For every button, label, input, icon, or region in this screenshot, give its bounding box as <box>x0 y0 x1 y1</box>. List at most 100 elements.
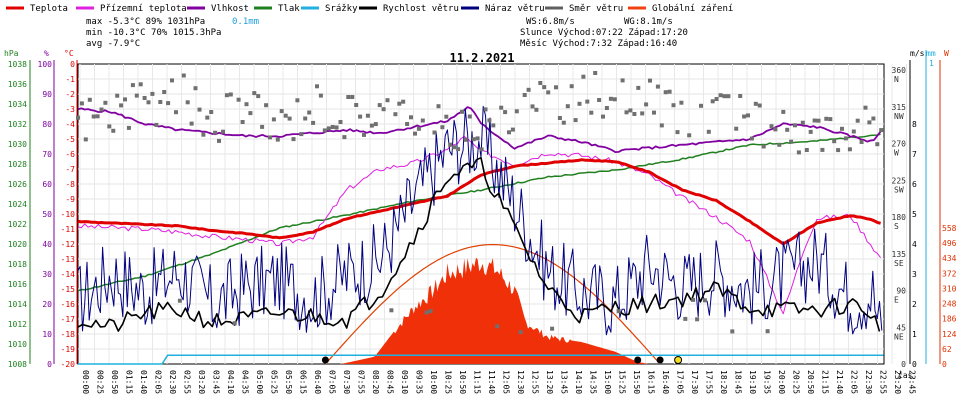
axis-temp-tick: -9 <box>65 195 75 204</box>
series-wind-direction-point <box>369 123 374 128</box>
series-wind-direction-point <box>318 93 323 98</box>
series-wind-direction-point <box>271 117 276 122</box>
series-wind-direction-point <box>185 100 190 105</box>
series-wind-direction-point <box>608 96 613 101</box>
series-wind-direction-point <box>260 124 265 129</box>
series-wind-direction-point <box>416 126 421 131</box>
series-wind-direction-point <box>573 118 578 123</box>
axis-pressure-tick: 1036 <box>8 80 27 89</box>
series-wind-direction-point <box>640 111 645 116</box>
series-wind-direction-point <box>581 74 586 79</box>
series-wind-direction-point <box>428 309 433 314</box>
axis-temp-tick: -11 <box>61 225 76 234</box>
series-wind-direction-point <box>236 97 241 102</box>
axis-direction-label: N <box>894 75 899 84</box>
series-wind-direction-point <box>569 84 574 89</box>
series-wind-direction-point <box>287 116 292 121</box>
series-wind-direction-point <box>463 137 468 142</box>
series-wind-direction-point <box>749 136 754 141</box>
series-wind-direction-point <box>867 120 872 125</box>
series-wind-direction-point <box>205 115 210 120</box>
x-tick-label: 13:20 <box>545 370 554 394</box>
axis-pressure-tick: 1026 <box>8 180 27 189</box>
series-wind-direction-point <box>420 118 425 123</box>
x-tick-label: 05:50 <box>284 370 293 394</box>
series-wind-direction-point <box>393 112 398 117</box>
x-tick-label: 00:25 <box>96 370 105 394</box>
axis-humidity-tick: 100 <box>38 60 53 69</box>
series-wind-direction-point <box>855 118 860 123</box>
series-wind-direction-point <box>350 95 355 99</box>
series-wind-direction-point <box>252 91 257 96</box>
series-wind-direction-point <box>702 298 707 303</box>
series-wind-direction-point <box>507 130 511 135</box>
legend-label: Náraz větru <box>485 4 545 14</box>
series-wind-direction-point <box>800 120 805 125</box>
series-wind-direction-point <box>460 109 464 114</box>
series-wind-direction-point <box>616 309 621 314</box>
x-tick-label: 20:00 <box>777 370 786 394</box>
series-wind-direction-point <box>264 103 269 108</box>
series-wind-direction-point <box>170 78 174 83</box>
series-wind-direction-point <box>742 114 747 119</box>
series-wind-direction-point <box>193 86 198 91</box>
series-wind-direction-point <box>753 101 758 106</box>
series-wind-direction-point <box>734 126 739 131</box>
x-tick-label: 11:15 <box>473 370 482 394</box>
series-wind-direction-point <box>683 316 688 321</box>
x-tick-label: 06:15 <box>299 370 308 394</box>
axis-direction-tick: 0 <box>901 360 906 369</box>
series-wind-direction-point <box>550 326 555 331</box>
series-wind-direction-point <box>832 139 837 144</box>
x-tick-label: 15:50 <box>632 370 641 394</box>
series-wind-direction-point <box>863 105 868 110</box>
axis-direction-tick: 270 <box>892 140 907 149</box>
axis-temp-tick: -6 <box>65 150 75 159</box>
series-wind-direction-point <box>174 110 178 115</box>
series-wind-direction-point <box>636 85 641 90</box>
series-wind-direction-point <box>401 99 406 104</box>
axis-wind-tick: 2 <box>912 300 917 309</box>
series-wind-direction-point <box>166 101 171 106</box>
axes: hPa1038103610341032103010281026102410221… <box>4 49 957 394</box>
series-wind-direction-point <box>585 99 590 104</box>
series-wind-direction-point <box>228 92 233 97</box>
series-wind-direction-point <box>597 98 602 102</box>
x-tick-label: 07:30 <box>342 370 351 394</box>
axis-pressure-tick: 1014 <box>8 300 27 309</box>
legend-label: Teplota <box>30 4 68 14</box>
series-wind-direction-point <box>456 147 461 152</box>
axis-wind-tick: 4 <box>912 240 917 249</box>
series-wind-direction-point <box>659 123 664 128</box>
series-wind-direction-point <box>534 107 539 112</box>
x-tick-label: 20:25 <box>792 370 801 394</box>
axis-radiation-tick: 124 <box>942 330 957 339</box>
axis-wind-tick: 3 <box>912 270 917 279</box>
series-wind-direction-point <box>663 90 668 95</box>
axis-x-unit: čas <box>898 370 913 380</box>
axis-pressure-tick: 1008 <box>8 360 27 369</box>
series-wind-direction-point <box>632 112 637 116</box>
x-tick-label: 10:00 <box>429 370 438 394</box>
axis-humidity-unit: % <box>44 49 49 58</box>
series-wind-direction-point <box>769 124 774 129</box>
stat-sun: Slunce Východ:07:22 Západ:17:20 <box>520 28 688 38</box>
x-tick-label: 22:55 <box>879 370 888 394</box>
series-wind-direction-point <box>785 127 790 132</box>
series-wind-direction-point <box>522 93 527 97</box>
x-tick-label: 12:05 <box>502 370 511 394</box>
series-wind-direction-point <box>781 109 786 114</box>
axis-direction-label: NW <box>894 112 904 121</box>
x-tick-label: 03:45 <box>212 370 221 394</box>
series-wind-direction-point <box>91 114 96 119</box>
x-tick-label: 00:00 <box>81 370 90 394</box>
axis-direction-label: SE <box>894 259 904 268</box>
series-wind-direction-point <box>475 136 480 141</box>
series-wind-direction-point <box>538 81 543 85</box>
series-wind-direction-point <box>514 109 519 114</box>
axis-wind-unit: m/s <box>910 49 925 58</box>
axis-temp-tick: -19 <box>61 345 76 354</box>
series-wind-direction-point <box>691 297 696 302</box>
series-wind-direction-point <box>217 138 221 143</box>
